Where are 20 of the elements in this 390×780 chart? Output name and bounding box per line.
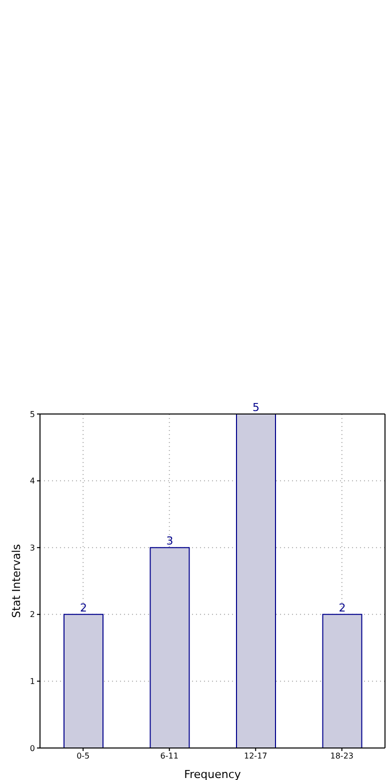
x-tick-label: 12-17 [244, 752, 268, 761]
y-tick-label: 1 [30, 677, 35, 686]
data-label: 2 [338, 601, 346, 614]
y-tick-label: 0 [30, 744, 35, 753]
y-tick-label: 5 [30, 410, 35, 419]
bar [322, 614, 362, 748]
y-axis-title: Stat Intervals [10, 544, 23, 618]
x-tick-label: 18-23 [330, 752, 354, 761]
bar [236, 414, 276, 748]
bar [150, 547, 190, 748]
data-label: 2 [80, 601, 87, 614]
y-tick-label: 2 [30, 610, 35, 620]
data-label: 3 [166, 534, 174, 548]
y-tick-label: 3 [30, 543, 35, 552]
y-tick-label: 4 [30, 476, 35, 486]
data-label: 5 [252, 401, 260, 414]
x-axis-title: Frequency [184, 768, 242, 780]
x-tick-label: 6-11 [160, 752, 178, 761]
x-tick-label: 0-5 [76, 752, 90, 761]
bar [64, 614, 104, 748]
